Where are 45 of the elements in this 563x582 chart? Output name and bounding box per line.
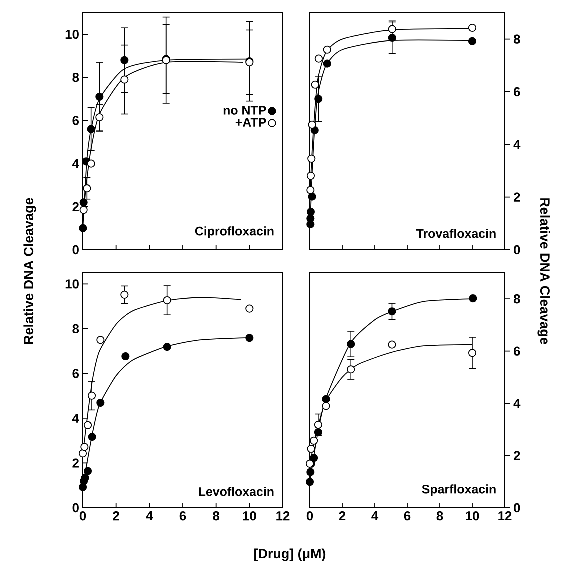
annotation: Sparfloxacin bbox=[422, 484, 496, 496]
annotation: Levofloxacin bbox=[199, 487, 274, 496]
annotation: Trovafloxacin bbox=[416, 229, 496, 238]
x-tick-label: 10 bbox=[466, 512, 480, 521]
y-tick-label: 8 bbox=[514, 294, 520, 304]
y2-axis-title: Relative DNA Cleavage bbox=[538, 198, 550, 344]
y-tick-label: 4 bbox=[72, 159, 80, 168]
x-tick-label: 10 bbox=[243, 512, 256, 521]
y-tick-label: 6 bbox=[72, 116, 80, 126]
y-tick-label: 2 bbox=[72, 458, 79, 468]
y-tick-label: 4 bbox=[514, 140, 521, 150]
y-tick-label: 2 bbox=[72, 202, 79, 212]
x-tick-label: 6 bbox=[180, 512, 186, 521]
y-tick-label: 10 bbox=[66, 280, 79, 289]
x-tick-label: 6 bbox=[404, 512, 411, 521]
y-tick-label: 2 bbox=[514, 192, 520, 202]
y-tick-label: 0 bbox=[72, 503, 79, 513]
y-tick-label: 8 bbox=[514, 34, 520, 44]
y-tick-label: 10 bbox=[66, 30, 79, 40]
y-axis-title: Relative DNA Cleavage bbox=[24, 198, 36, 344]
y-tick-label: 0 bbox=[514, 503, 520, 513]
legend-label: +ATP bbox=[236, 118, 266, 127]
x-tick-label: 0 bbox=[80, 512, 86, 521]
x-tick-label: 4 bbox=[372, 512, 379, 520]
x-tick-label: 0 bbox=[306, 512, 314, 521]
y-tick-label: 2 bbox=[514, 451, 520, 460]
x-tick-label: 8 bbox=[213, 512, 220, 521]
x-tick-label: 12 bbox=[498, 512, 512, 521]
annotation: Ciprofloxacin bbox=[195, 226, 274, 238]
y-tick-label: 4 bbox=[514, 399, 521, 408]
x-tick-label: 2 bbox=[339, 512, 346, 521]
y-tick-label: 8 bbox=[72, 324, 80, 334]
x-tick-label: 8 bbox=[436, 512, 444, 521]
x-tick-label: 12 bbox=[276, 512, 290, 521]
x-axis-title: [Drug] (μM) bbox=[254, 548, 326, 562]
y-tick-label: 0 bbox=[514, 245, 520, 255]
legend-label: no NTP bbox=[224, 106, 266, 115]
x-tick-label: 4 bbox=[146, 512, 154, 520]
y-tick-label: 6 bbox=[514, 346, 520, 356]
y-tick-label: 8 bbox=[72, 73, 80, 82]
y-tick-label: 4 bbox=[72, 414, 80, 423]
y-tick-label: 6 bbox=[72, 369, 80, 378]
x-tick-label: 2 bbox=[113, 512, 120, 521]
y-tick-label: 6 bbox=[514, 87, 520, 97]
y-tick-label: 0 bbox=[72, 245, 79, 255]
